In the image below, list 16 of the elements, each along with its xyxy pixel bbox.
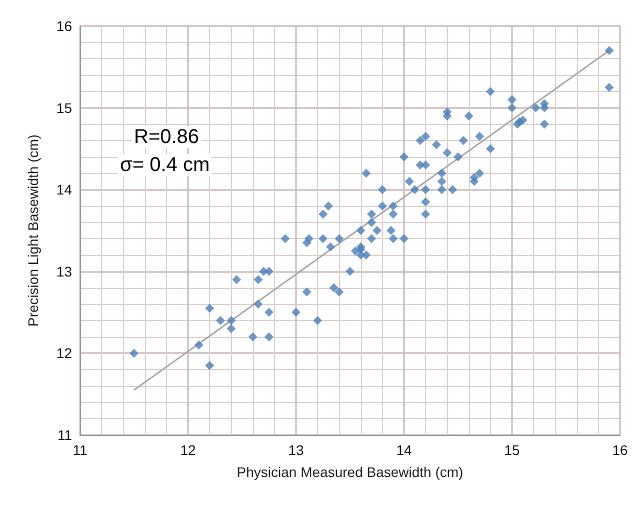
annotation: σ= 0.4 cm [120, 154, 210, 176]
x-axis-title: Physician Measured Basewidth (cm) [236, 464, 464, 480]
y-tick-label: 14 [56, 182, 72, 198]
x-tick-label: 16 [612, 442, 628, 458]
annotation: R=0.86 [134, 126, 200, 148]
x-tick-label: 12 [180, 442, 196, 458]
x-tick-label: 11 [72, 442, 88, 458]
x-tick-label: 13 [288, 442, 304, 458]
y-tick-label: 11 [57, 427, 72, 443]
y-axis-title: Precision Light Basewidth (cm) [25, 134, 41, 327]
y-tick-label: 13 [56, 263, 72, 280]
x-tick-label: 15 [504, 442, 520, 458]
y-tick-label: 12 [56, 345, 72, 362]
x-tick-label: 14 [396, 442, 412, 458]
y-tick-label: 16 [56, 18, 72, 34]
y-tick-label: 15 [56, 100, 72, 116]
